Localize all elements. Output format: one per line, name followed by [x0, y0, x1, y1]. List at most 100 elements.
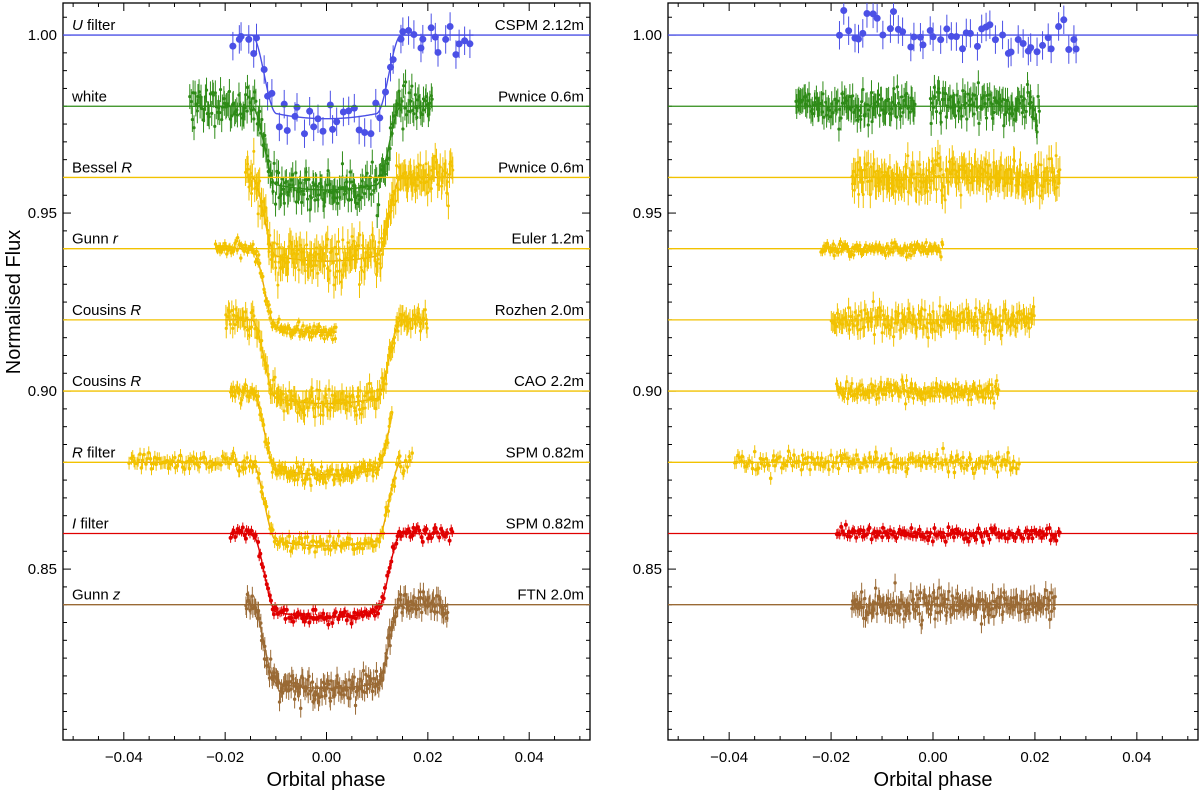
left-data-point: [326, 622, 331, 627]
left-data-point: [338, 478, 343, 482]
left-data-point: [445, 531, 450, 536]
right-data-point: [939, 255, 943, 259]
left-data-point: [431, 33, 439, 41]
left-data-point: [255, 184, 259, 188]
left-data-point: [313, 607, 318, 612]
right-data-point: [1035, 130, 1039, 134]
right-data-point: [859, 117, 863, 122]
left-data-point: [240, 398, 244, 402]
left-data-point: [358, 198, 362, 202]
filter-label-part: U: [72, 17, 83, 34]
filter-label-part: white: [71, 88, 107, 105]
left-data-point: [421, 590, 426, 594]
left-data-point: [298, 612, 303, 617]
left-data-point: [231, 326, 235, 331]
left-data-point: [225, 315, 229, 319]
left-data-point: [257, 253, 261, 257]
left-data-point: [229, 457, 233, 461]
left-data-point: [392, 484, 397, 489]
right-data-point: [965, 117, 969, 121]
right-data-point: [811, 112, 815, 116]
left-series-2: [63, 137, 590, 299]
left-data-point: [305, 197, 310, 201]
right-data-point: [936, 151, 940, 155]
left-data-point: [375, 537, 379, 541]
right-data-point: [952, 33, 960, 41]
left-data-point: [310, 386, 314, 390]
right-data-point: [1054, 154, 1058, 158]
filter-label-part: R: [72, 444, 83, 461]
left-data-point: [441, 169, 445, 173]
right-data-point: [1023, 189, 1027, 193]
left-data-point: [345, 256, 349, 260]
right-data-point: [1018, 101, 1022, 105]
left-data-point: [292, 251, 296, 255]
right-data-point: [1034, 124, 1039, 128]
left-points-1: [188, 69, 434, 229]
left-data-point: [268, 598, 273, 603]
right-data-point: [1001, 97, 1005, 101]
right-data-point: [869, 91, 874, 95]
left-data-point: [398, 464, 403, 469]
left-data-point: [374, 669, 379, 673]
left-data-point: [298, 684, 303, 688]
left-data-point: [346, 241, 350, 245]
left-data-point: [417, 44, 425, 52]
right-data-point: [1065, 46, 1073, 54]
left-data-point: [300, 542, 305, 547]
right-data-point: [916, 33, 924, 41]
left-data-point: [365, 686, 370, 691]
left-data-point: [207, 115, 211, 119]
right-data-point: [874, 104, 878, 108]
left-data-point: [322, 337, 327, 341]
left-data-point: [435, 610, 439, 614]
right-data-point: [848, 254, 852, 259]
right-data-point: [939, 167, 943, 171]
left-data-point: [422, 108, 426, 112]
left-data-point: [311, 406, 315, 410]
right-data-point: [899, 114, 903, 118]
filter-label-part: z: [112, 587, 121, 604]
right-data-point: [1037, 109, 1041, 113]
right-data-point: [937, 247, 941, 251]
left-data-point: [258, 551, 263, 556]
left-data-point: [192, 126, 196, 130]
left-data-point: [333, 610, 338, 615]
right-data-point: [900, 183, 904, 187]
right-data-point: [1012, 159, 1016, 163]
left-data-point: [323, 682, 327, 686]
left-data-point: [282, 409, 286, 413]
left-data-point: [324, 393, 328, 397]
left-data-point: [204, 462, 209, 466]
left-data-point: [173, 455, 177, 460]
left-data-point: [360, 546, 365, 551]
left-data-point: [145, 456, 149, 461]
left-data-point: [260, 485, 264, 490]
left-data-point: [407, 529, 412, 534]
left-data-point: [259, 489, 264, 494]
left-data-point: [235, 248, 239, 252]
left-data-point: [425, 326, 429, 330]
right-data-point: [843, 242, 848, 247]
left-x-tick-label: −0.02: [206, 749, 244, 766]
left-data-point: [190, 117, 194, 122]
left-data-point: [430, 97, 434, 101]
left-data-point: [415, 184, 419, 188]
left-data-point: [176, 459, 181, 463]
right-data-point: [959, 45, 967, 53]
right-data-point: [1029, 100, 1033, 105]
left-data-point: [244, 93, 248, 97]
left-data-point: [306, 692, 310, 696]
right-data-point: [979, 166, 983, 170]
left-data-point: [237, 469, 242, 473]
left-data-point: [271, 612, 276, 617]
right-data-point: [1011, 177, 1015, 181]
left-data-point: [328, 699, 333, 703]
left-data-point: [348, 170, 352, 174]
left-axes: −0.04 −0.02 0.00 0.02 0.04 0.85 0.90 0.95 1.00: [28, 2, 591, 766]
right-data-point: [861, 87, 865, 92]
right-data-point: [889, 247, 893, 251]
left-data-point: [397, 89, 401, 93]
right-data-point: [1026, 90, 1030, 95]
right-data-point: [986, 21, 994, 29]
